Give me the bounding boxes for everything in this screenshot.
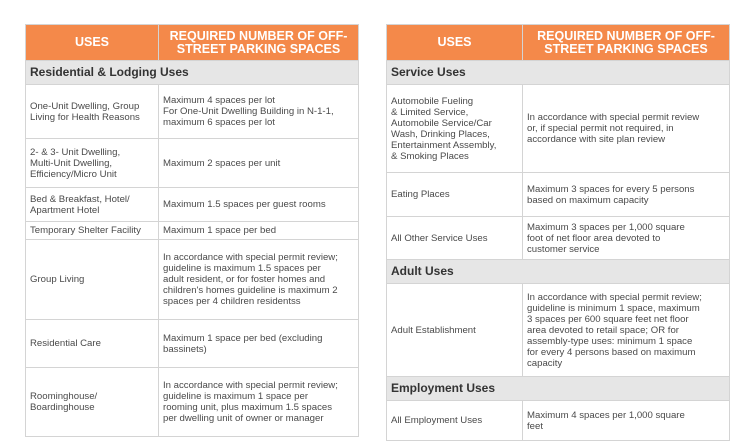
section-title: Adult Uses — [386, 259, 730, 284]
table-row: All Employment Uses Maximum 4 spaces per… — [386, 400, 730, 441]
table-row: Eating Places Maximum 3 spaces for every… — [386, 172, 730, 217]
uses-header: USES — [25, 24, 159, 61]
use-cell: One-Unit Dwelling, Group Living for Heal… — [25, 84, 159, 139]
required-header: REQUIRED NUMBER OF OFF- STREET PARKING S… — [522, 24, 730, 61]
table-row: Bed & Breakfast, Hotel/ Apartment Hotel … — [25, 187, 359, 222]
table-row: 2- & 3- Unit Dwelling, Multi-Unit Dwelli… — [25, 138, 359, 188]
requirement-cell: In accordance with special permit review… — [522, 283, 730, 377]
requirement-cell: In accordance with special permit review… — [158, 367, 359, 437]
requirement-cell: Maximum 2 spaces per unit — [158, 138, 359, 188]
section-title: Employment Uses — [386, 376, 730, 401]
table-row: Group Living In accordance with special … — [25, 239, 359, 320]
use-cell: Automobile Fueling & Limited Service, Au… — [386, 84, 523, 173]
section-title: Service Uses — [386, 60, 730, 85]
header-row: USES REQUIRED NUMBER OF OFF- STREET PARK… — [25, 24, 359, 61]
requirement-cell: Maximum 1.5 spaces per guest rooms — [158, 187, 359, 222]
requirement-cell: In accordance with special permit review… — [522, 84, 730, 173]
required-header: REQUIRED NUMBER OF OFF- STREET PARKING S… — [158, 24, 359, 61]
table-row: Temporary Shelter Facility Maximum 1 spa… — [25, 221, 359, 240]
requirement-cell: Maximum 4 spaces per lot For One-Unit Dw… — [158, 84, 359, 139]
uses-header: USES — [386, 24, 523, 61]
use-cell: 2- & 3- Unit Dwelling, Multi-Unit Dwelli… — [25, 138, 159, 188]
requirement-cell: Maximum 4 spaces per 1,000 square feet — [522, 400, 730, 441]
use-cell: Group Living — [25, 239, 159, 320]
table-row: One-Unit Dwelling, Group Living for Heal… — [25, 84, 359, 139]
section-row: Adult Uses — [386, 259, 730, 284]
table-row: All Other Service Uses Maximum 3 spaces … — [386, 216, 730, 260]
requirement-cell: In accordance with special permit review… — [158, 239, 359, 320]
section-row: Service Uses — [386, 60, 730, 85]
requirement-cell: Maximum 3 spaces for every 5 persons bas… — [522, 172, 730, 217]
section-title: Residential & Lodging Uses — [25, 60, 359, 85]
requirement-cell: Maximum 3 spaces per 1,000 square foot o… — [522, 216, 730, 260]
requirement-cell: Maximum 1 space per bed (excluding bassi… — [158, 319, 359, 368]
use-cell: Residential Care — [25, 319, 159, 368]
table-row: Roominghouse/ Boardinghouse In accordanc… — [25, 367, 359, 437]
use-cell: All Other Service Uses — [386, 216, 523, 260]
requirement-cell: Maximum 1 space per bed — [158, 221, 359, 240]
table-row: Adult Establishment In accordance with s… — [386, 283, 730, 377]
use-cell: Bed & Breakfast, Hotel/ Apartment Hotel — [25, 187, 159, 222]
use-cell: Roominghouse/ Boardinghouse — [25, 367, 159, 437]
section-row: Employment Uses — [386, 376, 730, 401]
use-cell: Adult Establishment — [386, 283, 523, 377]
right-parking-table: USES REQUIRED NUMBER OF OFF- STREET PARK… — [386, 24, 730, 441]
section-row: Residential & Lodging Uses — [25, 60, 359, 85]
use-cell: Eating Places — [386, 172, 523, 217]
use-cell: All Employment Uses — [386, 400, 523, 441]
table-row: Residential Care Maximum 1 space per bed… — [25, 319, 359, 368]
header-row: USES REQUIRED NUMBER OF OFF- STREET PARK… — [386, 24, 730, 61]
left-parking-table: USES REQUIRED NUMBER OF OFF- STREET PARK… — [25, 24, 359, 437]
use-cell: Temporary Shelter Facility — [25, 221, 159, 240]
table-row: Automobile Fueling & Limited Service, Au… — [386, 84, 730, 173]
